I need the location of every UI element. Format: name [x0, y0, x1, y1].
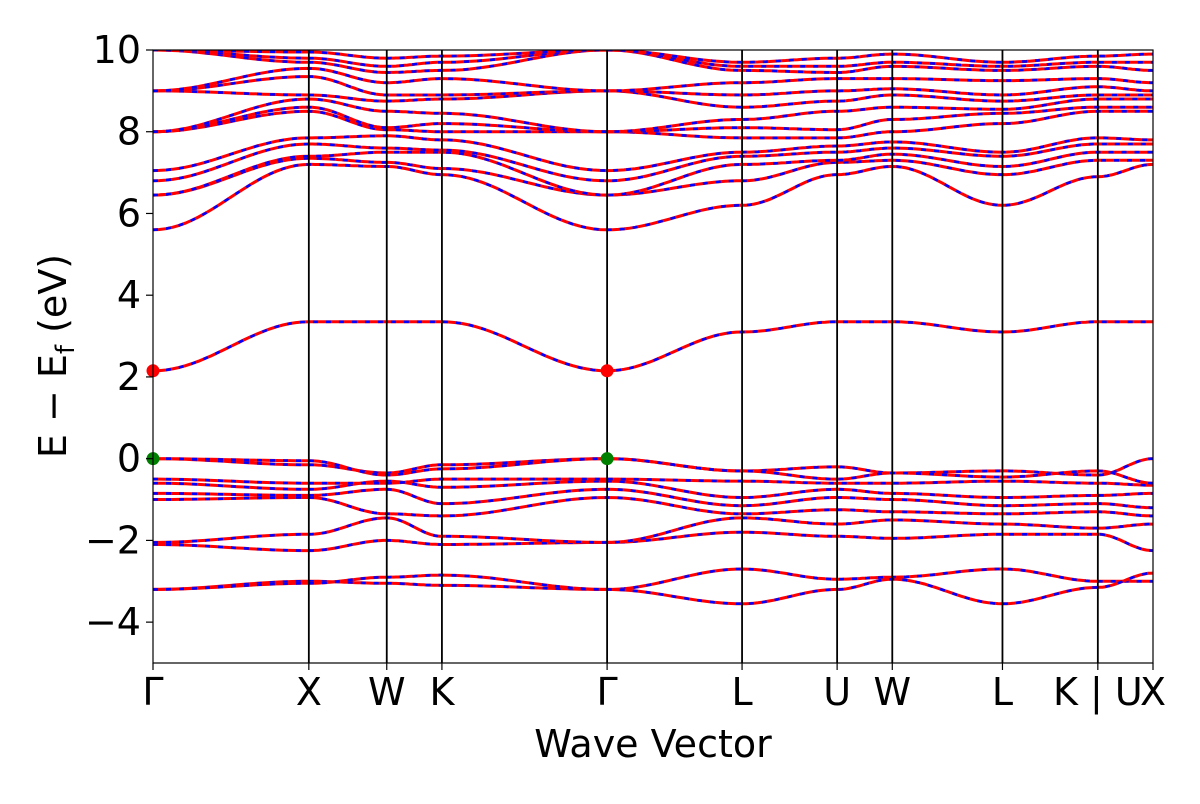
band-2-dashed [153, 571, 1153, 605]
x-tick-label: L [992, 670, 1013, 714]
band-10-dashed [153, 457, 1153, 485]
y-axis-label-main: E − E [31, 354, 75, 458]
x-axis-label: Wave Vector [534, 722, 772, 766]
band-12-dashed [153, 163, 1153, 232]
band-5-dashed [153, 496, 1153, 518]
vbm-marker-2 [600, 452, 614, 466]
band-1-dashed [153, 567, 1153, 591]
y-tick-label: −2 [85, 518, 141, 562]
x-tick-label: U [823, 670, 851, 714]
y-tick-label: 6 [117, 191, 141, 235]
x-tick-label: K [429, 670, 455, 714]
x-tick-label: W [873, 670, 911, 714]
y-tick-label: 10 [93, 28, 141, 72]
x-tick-label: X [296, 670, 322, 714]
y-axis-ticks: −4 −2 0 2 4 6 8 10 [85, 28, 153, 644]
x-tick-label: Γ [597, 670, 618, 714]
band-6-dashed [153, 487, 1153, 509]
x-tick-label: W [368, 670, 406, 714]
band-22-dashed [153, 67, 1153, 93]
x-tick-label: K | U [1053, 670, 1143, 715]
band-3-dashed [153, 530, 1153, 552]
band-14-dashed [153, 150, 1153, 197]
y-tick-label: 8 [117, 110, 141, 154]
band-20-dashed [153, 89, 1153, 109]
x-tick-label: L [731, 670, 752, 714]
band-21-dashed [153, 75, 1153, 97]
band-18-dashed [153, 105, 1153, 133]
y-axis-label-unit: (eV) [31, 254, 75, 345]
y-tick-label: 0 [117, 437, 141, 481]
x-tick-label: X [1140, 670, 1166, 714]
band-edge-markers [146, 364, 614, 466]
band-4-dashed [153, 516, 1153, 544]
x-tick-label: Γ [142, 670, 163, 714]
plot-frame [152, 49, 1154, 664]
band-23-dashed [153, 50, 1153, 74]
high-symmetry-lines [307, 50, 1099, 663]
band-19-dashed [153, 97, 1153, 133]
cbm-marker-4 [600, 364, 614, 378]
band-25-dashed [153, 50, 1153, 64]
y-tick-label: 2 [117, 355, 141, 399]
y-axis-label: E − Ef (eV) [31, 254, 81, 458]
y-axis-label-subscript: f [51, 344, 81, 354]
y-tick-label: −4 [85, 600, 141, 644]
band-17-dashed [153, 109, 1153, 140]
band-24-dashed [153, 50, 1153, 68]
y-tick-label: 4 [117, 273, 141, 317]
